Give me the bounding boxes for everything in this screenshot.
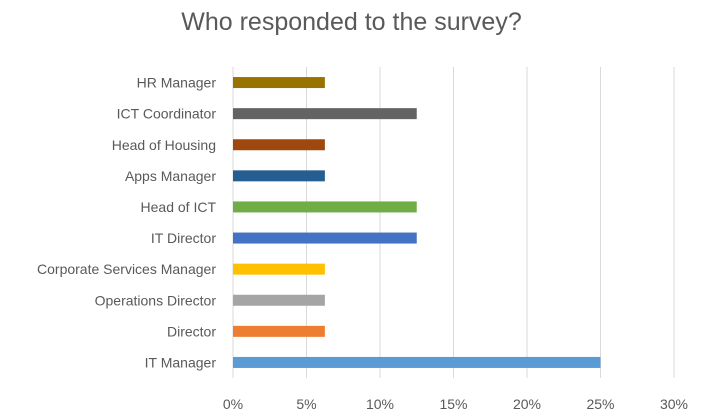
category-label: HR Manager (137, 75, 217, 91)
x-tick-label: 25% (586, 396, 614, 412)
bars (233, 77, 601, 368)
category-label: Director (167, 323, 216, 339)
x-tick-label: 0% (223, 396, 243, 412)
x-tick-label: 10% (366, 396, 394, 412)
bar (233, 356, 601, 368)
x-tick-label: 15% (439, 396, 467, 412)
bar (233, 263, 325, 275)
category-label: IT Director (151, 230, 216, 246)
category-label: Head of Housing (112, 137, 216, 153)
bar (233, 201, 417, 213)
bar (233, 108, 417, 120)
category-label: Corporate Services Manager (37, 261, 216, 277)
x-tick-label: 30% (660, 396, 688, 412)
category-label: Head of ICT (141, 199, 217, 215)
x-tick-label: 20% (513, 396, 541, 412)
bar (233, 170, 325, 182)
chart-title: Who responded to the survey? (181, 8, 522, 36)
bar (233, 139, 325, 151)
bar (233, 325, 325, 337)
category-label: Operations Director (95, 292, 217, 308)
category-label: ICT Coordinator (117, 106, 217, 122)
bar (233, 77, 325, 89)
category-label: Apps Manager (125, 168, 216, 184)
x-tick-label: 5% (296, 396, 316, 412)
bar (233, 294, 325, 306)
bar (233, 232, 417, 244)
category-labels: IT Manager Director Operations Director Cor… (37, 75, 216, 371)
x-axis-tick-labels: 0% 5% 10% 15% 20% 25% 30% (223, 396, 688, 412)
category-label: IT Manager (145, 354, 217, 370)
